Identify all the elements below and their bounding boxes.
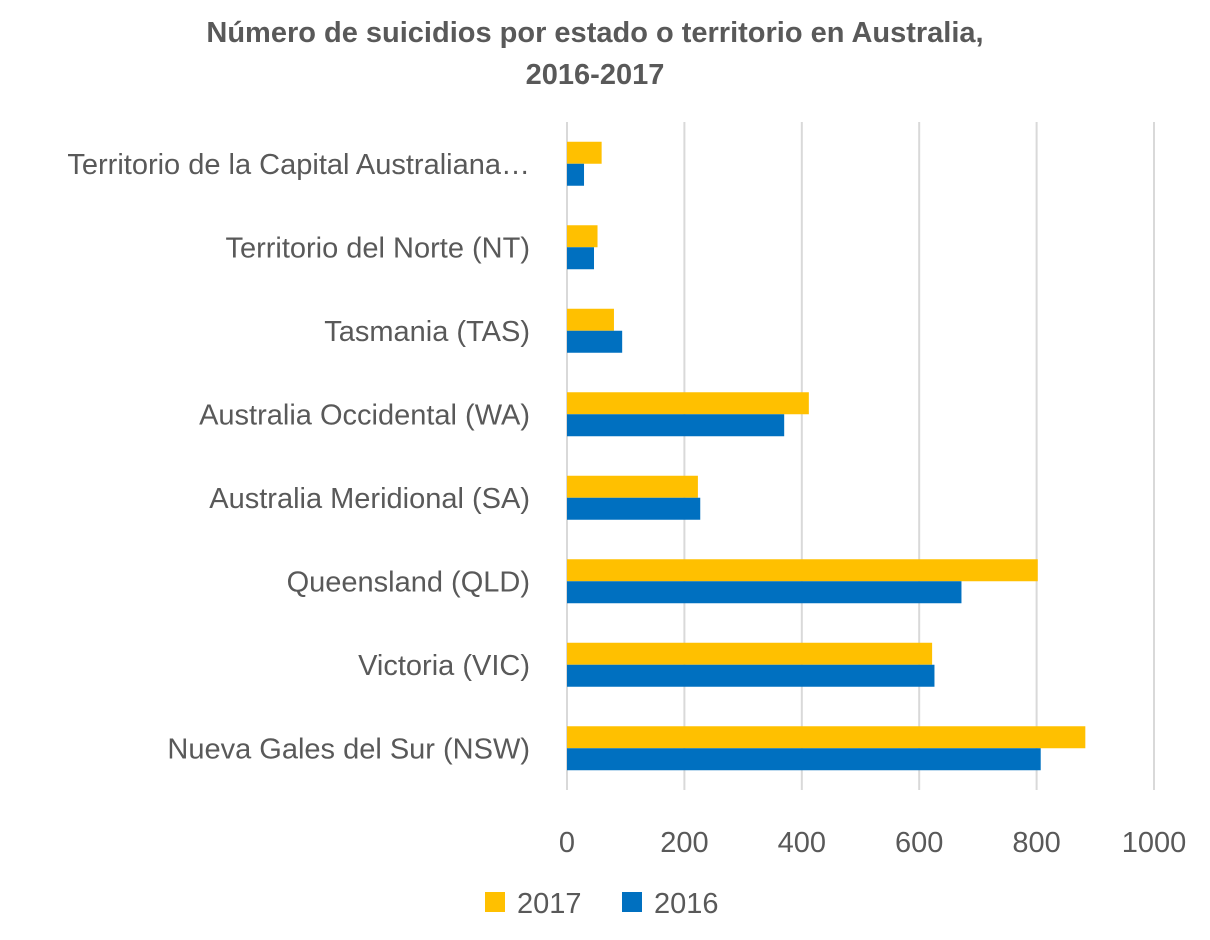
bar-2016: [567, 163, 585, 186]
bar-2017: [567, 475, 698, 498]
x-tick-label: 1000: [1122, 827, 1187, 859]
bar-2017: [567, 642, 933, 665]
bar-2017: [567, 726, 1086, 749]
legend-swatch-2016: [622, 892, 642, 912]
x-tick-label: 400: [778, 827, 826, 859]
bar-2016: [567, 581, 962, 604]
x-tick-label: 800: [1012, 827, 1060, 859]
legend-label-2017: 2017: [517, 888, 582, 920]
bar-2016: [567, 330, 623, 353]
category-label: Territorio de la Capital Australiana…: [67, 149, 530, 181]
chart-title-line-2: 2016-2017: [525, 59, 665, 91]
bar-2016: [567, 748, 1041, 771]
x-tick-label: 0: [559, 827, 575, 859]
category-label: Australia Meridional (SA): [209, 483, 530, 515]
x-tick-label: 200: [660, 827, 708, 859]
category-label: Nueva Gales del Sur (NSW): [167, 733, 530, 765]
bar-2017: [567, 141, 602, 164]
category-label: Queensland (QLD): [287, 566, 530, 598]
bar-2017: [567, 308, 614, 331]
bar-2016: [567, 414, 785, 437]
bar-2017: [567, 225, 598, 248]
legend-swatch-2017: [485, 892, 505, 912]
category-label: Territorio del Norte (NT): [225, 232, 530, 264]
x-tick-label: 600: [895, 827, 943, 859]
bar-2017: [567, 559, 1038, 582]
legend-label-2016: 2016: [654, 888, 719, 920]
bar-2017: [567, 392, 809, 415]
bar-2016: [567, 497, 701, 520]
category-label: Victoria (VIC): [358, 650, 530, 682]
bar-2016: [567, 247, 595, 270]
bar-2016: [567, 664, 935, 687]
category-label: Australia Occidental (WA): [199, 399, 530, 431]
chart-title-line-1: Número de suicidios por estado o territo…: [206, 17, 984, 49]
chart-title: Número de suicidios por estado o territo…: [0, 12, 1190, 96]
category-label: Tasmania (TAS): [324, 316, 530, 348]
